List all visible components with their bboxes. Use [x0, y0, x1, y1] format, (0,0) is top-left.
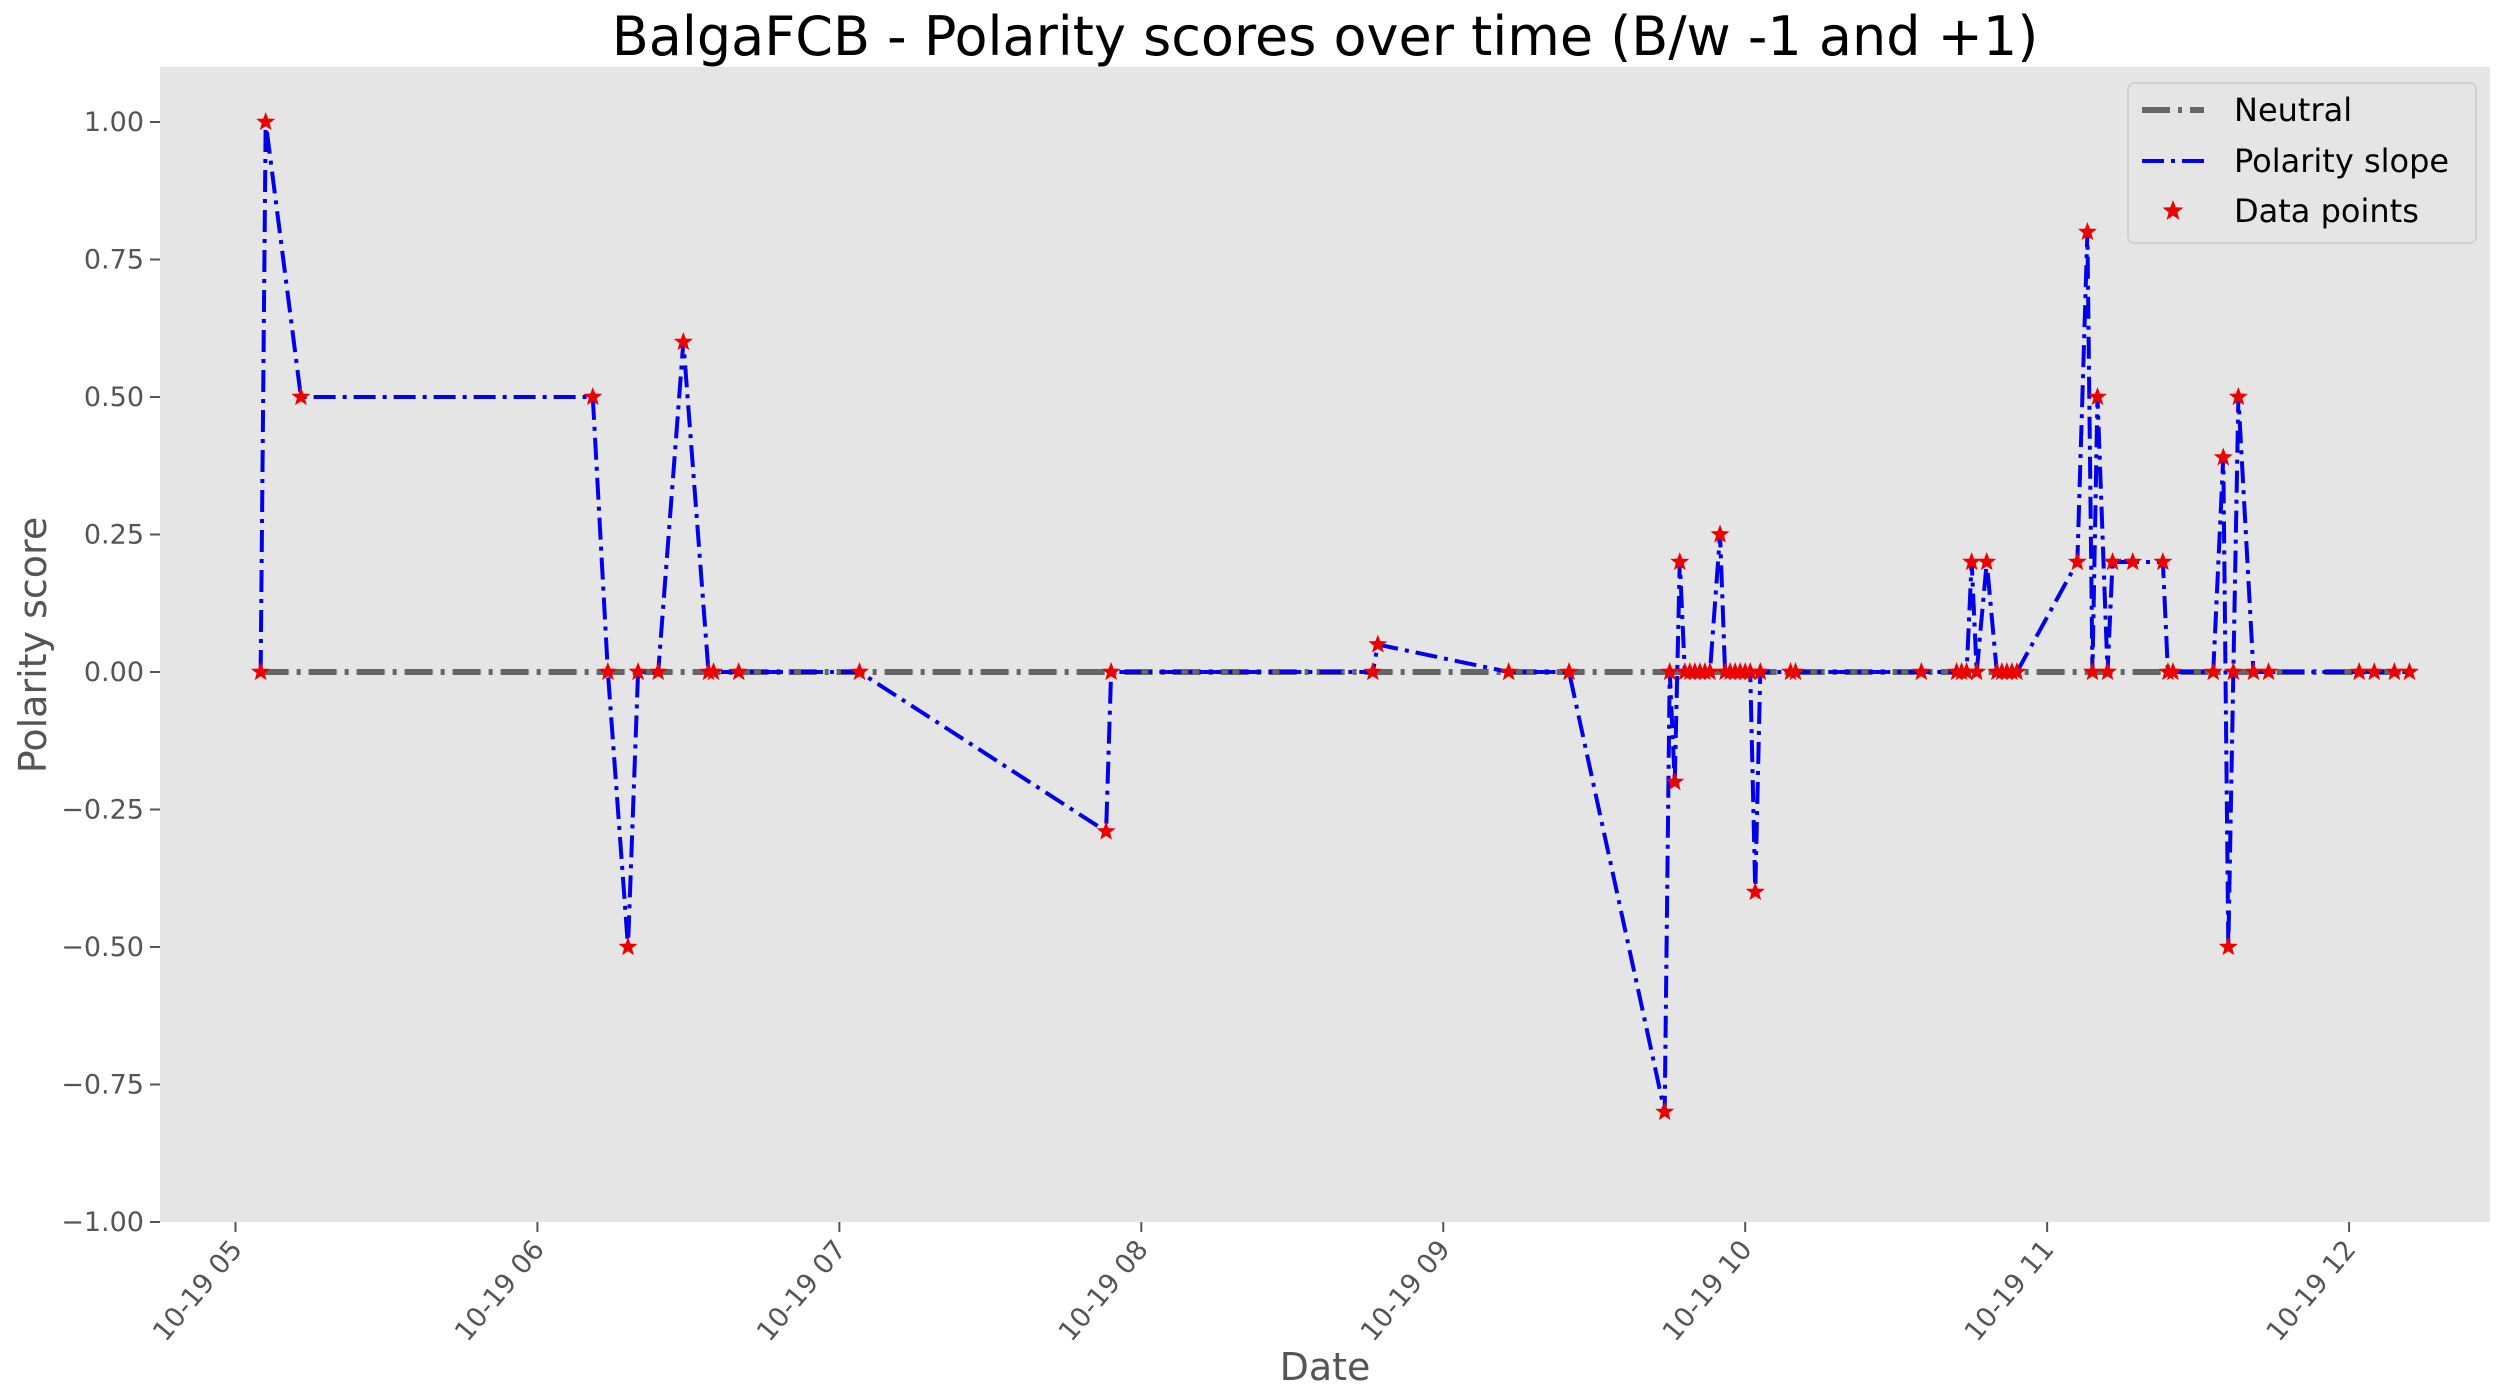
x-tick-label: 10-19 05	[147, 1235, 249, 1348]
y-axis-title: Polarity score	[11, 517, 55, 773]
x-tick-label: 10-19 12	[2261, 1235, 2363, 1348]
y-tick-label: −0.75	[61, 1070, 144, 1101]
data-point-marker	[2228, 387, 2248, 406]
data-point-marker	[1101, 662, 1121, 681]
y-tick-label: −0.25	[61, 795, 144, 826]
x-tick-label: 10-19 06	[449, 1235, 551, 1348]
data-point-marker	[2103, 552, 2123, 571]
data-point-marker	[2203, 662, 2223, 681]
data-point-marker	[2087, 387, 2107, 406]
chart-title: BalgaFCB - Polarity scores over time (B/…	[612, 5, 2039, 68]
data-point-marker	[648, 662, 668, 681]
data-point-marker	[2213, 447, 2233, 466]
data-point-marker	[2007, 662, 2027, 681]
x-axis: 10-19 05 10-19 06 10-19 07 10-19 08 10-19 09…	[147, 1222, 2362, 1348]
data-point-marker	[1977, 552, 1997, 571]
data-point-marker	[704, 662, 724, 681]
data-point-marker	[1655, 1102, 1675, 1121]
x-tick-label: 10-19 09	[1355, 1235, 1457, 1348]
data-point-marker	[849, 662, 870, 681]
data-point-marker	[628, 662, 648, 681]
x-tick-label: 10-19 10	[1657, 1235, 1759, 1348]
y-tick-label: 0.00	[84, 657, 144, 688]
x-tick-label: 10-19 08	[1053, 1235, 1155, 1348]
data-point-marker	[2153, 552, 2173, 571]
x-axis-title: Date	[1280, 1345, 1371, 1389]
data-point-marker	[1700, 662, 1720, 681]
data-point-marker	[1670, 552, 1690, 571]
x-tick-label: 10-19 07	[751, 1235, 853, 1348]
data-point-marker	[2364, 662, 2384, 681]
y-tick-label: −1.00	[61, 1207, 144, 1238]
data-point-marker	[1499, 662, 1519, 681]
legend-box	[2127, 82, 2477, 244]
data-point-marker	[2077, 222, 2097, 241]
data-point-marker	[2082, 662, 2102, 681]
data-point-marker	[1967, 662, 1987, 681]
y-tick-label: 0.50	[84, 382, 144, 413]
data-point-marker	[1665, 772, 1685, 791]
data-point-marker	[598, 662, 618, 681]
legend-neutral-label: Neutral	[2234, 91, 2352, 129]
data-point-marker	[2123, 552, 2143, 571]
data-point-marker	[2349, 662, 2369, 681]
data-point-marker	[1786, 662, 1806, 681]
data-point-marker	[256, 112, 276, 131]
legend-points-label: Data points	[2234, 192, 2419, 230]
y-tick-label: −0.50	[61, 932, 144, 963]
legend-points-marker	[2162, 200, 2184, 220]
y-tick-label: 1.00	[84, 107, 144, 138]
data-point-marker	[1363, 662, 1383, 681]
data-point-marker	[291, 387, 311, 406]
data-point-marker	[618, 937, 638, 956]
data-point-marker	[2098, 662, 2118, 681]
data-point-marker	[1740, 662, 1760, 681]
data-point-marker	[251, 662, 271, 681]
data-point-marker	[1710, 524, 1730, 543]
data-point-marker	[2218, 937, 2238, 956]
data-point-marker	[729, 662, 749, 681]
legend: Neutral Polarity slope Data points	[2127, 82, 2477, 244]
data-point-marker	[1096, 821, 1116, 840]
data-point-marker	[1911, 662, 1931, 681]
data-point-marker	[2223, 662, 2243, 681]
data-point-marker	[1957, 662, 1977, 681]
data-point-marker	[2243, 662, 2263, 681]
y-tick-label: 0.75	[84, 245, 144, 276]
x-tick-label: 10-19 11	[1959, 1235, 2061, 1348]
data-point-marker	[2163, 662, 2183, 681]
data-point-marker	[2384, 662, 2404, 681]
data-point-marker	[2259, 662, 2279, 681]
data-point-marker	[673, 332, 693, 351]
data-point-marker	[1660, 662, 1680, 681]
y-tick-label: 0.25	[84, 520, 144, 551]
data-point-marker	[1745, 882, 1765, 901]
data-point-marker	[1750, 662, 1770, 681]
data-point-marker	[1368, 634, 1388, 653]
points-layer	[251, 112, 2419, 1121]
data-point-marker	[2399, 662, 2419, 681]
y-axis: 1.00 0.75 0.50 0.25 0.00 −0.25 −0.50 −0.75 −1.00	[61, 107, 160, 1238]
legend-polarity-label: Polarity slope	[2234, 142, 2449, 180]
data-point-marker	[1559, 662, 1579, 681]
plot-background	[160, 67, 2490, 1222]
data-point-marker	[1962, 552, 1982, 571]
data-point-marker	[2067, 552, 2087, 571]
data-point-marker	[583, 387, 603, 406]
